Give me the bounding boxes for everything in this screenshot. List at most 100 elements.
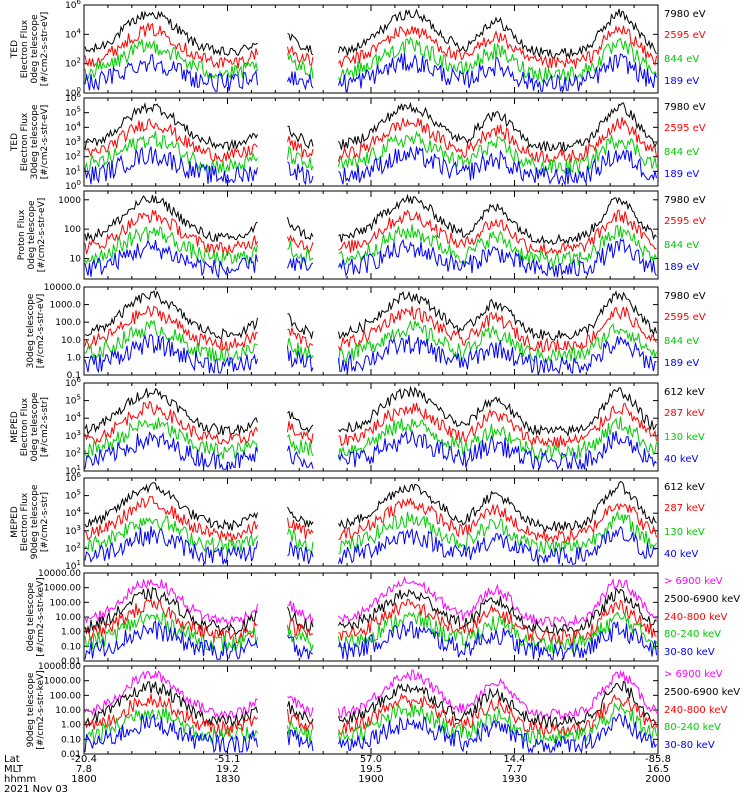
y-tick-label: 1.0 xyxy=(67,353,82,363)
x-row-name-mlt: MLT xyxy=(4,764,23,775)
y-tick-label: 104 xyxy=(65,411,81,424)
y-tick-label: 105 xyxy=(65,394,81,407)
series-line-612-kev xyxy=(84,385,657,438)
y-tick-label: 0.1 xyxy=(67,371,81,381)
legend-30-80-kev: 30-80 keV xyxy=(664,740,715,751)
y-tick-label: 100.00 xyxy=(50,598,82,608)
series-line-7980-ev xyxy=(84,101,657,152)
y-tick-label: 102 xyxy=(65,150,81,163)
y-tick-label: 1000.00 xyxy=(44,584,81,594)
panel-ted-proton-0deg: 10 100 1000 xyxy=(58,190,659,280)
x-tick-hhmm: 2000 xyxy=(645,774,671,785)
y-tick-label: 10.00 xyxy=(55,706,81,716)
y-tick-label: 100 xyxy=(65,86,81,99)
series-line-844-ev xyxy=(84,36,657,83)
legend-189-ev: 189 eV xyxy=(664,262,700,273)
series-line-2500-6900-kev xyxy=(84,680,657,729)
y-tick-label: 0.10 xyxy=(61,642,81,652)
legend-130-kev: 130 keV xyxy=(664,527,705,538)
y-tick-label: 0.01 xyxy=(61,750,81,760)
y-tick-label: 102 xyxy=(65,446,81,459)
series-line-240-800-kev xyxy=(84,692,657,738)
y-tick-label: 10 xyxy=(70,254,82,264)
series-line--6900-kev xyxy=(84,576,657,628)
series-line-130-kev xyxy=(84,511,657,555)
y-tick-label: 104 xyxy=(65,506,81,519)
panel-meped-electron-0deg: 101 102 103 104 105 106 xyxy=(65,376,659,477)
series-line-7980-ev xyxy=(84,289,657,341)
y-tick-label: 0.10 xyxy=(61,735,81,745)
series-line-2595-ev xyxy=(84,304,657,354)
series-line-30-80-kev xyxy=(84,620,657,660)
series-line-130-kev xyxy=(84,416,657,461)
legend-7980-ev: 7980 eV xyxy=(664,9,706,20)
legend-189-ev: 189 eV xyxy=(664,76,700,87)
legend-189-ev: 189 eV xyxy=(664,358,700,369)
legend-612-kev: 612 keV xyxy=(664,482,705,493)
y-tick-label: 103 xyxy=(65,135,81,148)
series-line-7980-ev xyxy=(84,8,657,60)
y-tick-label: 1000.0 xyxy=(50,301,82,311)
legend-80-240-kev: 80-240 keV xyxy=(664,722,722,733)
y-tick-label: 10.0 xyxy=(61,336,81,346)
legend-240-800-kev: 240-800 keV xyxy=(664,612,728,623)
series-line-2595-ev xyxy=(84,21,657,69)
series-line-2595-ev xyxy=(84,117,657,164)
y-tick-label: 1000 xyxy=(58,196,81,206)
series-line-2595-ev xyxy=(84,209,657,257)
series-line-80-240-kev xyxy=(84,610,657,654)
y-tick-label: 1.00 xyxy=(61,628,81,638)
y-tick-label: 1000.00 xyxy=(44,677,81,687)
y-tick-label: 104 xyxy=(65,120,81,133)
legend-844-ev: 844 eV xyxy=(664,240,700,251)
y-tick-label: 101 xyxy=(65,464,81,477)
panel-ted-electron-0deg: 100 102 104 106 xyxy=(65,0,659,99)
y-tick-label: 100 xyxy=(64,225,81,235)
y-tick-label: 103 xyxy=(65,429,81,442)
series-line-80-240-kev xyxy=(84,702,657,746)
y-tick-label: 10.00 xyxy=(55,613,81,623)
x-tick-lat: 57.0 xyxy=(359,754,383,765)
legend-2500-6900-kev: 2500-6900 keV xyxy=(664,687,741,698)
legend-7980-ev: 7980 eV xyxy=(664,291,706,302)
y-tick-label: 10000.00 xyxy=(38,662,81,672)
panel-meped-proton-0deg: 0.01 0.10 1.00 10.00 100.00 1000.00 10000.00 xyxy=(38,569,659,667)
y-tick-label: 0.01 xyxy=(61,657,81,667)
y-tick-label: 104 xyxy=(65,27,81,40)
y-tick-label: 102 xyxy=(65,57,81,70)
legend-240-800-kev: 240-800 keV xyxy=(664,705,728,716)
series-line-240-800-kev xyxy=(84,598,657,646)
legend-287-kev: 287 keV xyxy=(664,503,705,514)
panel-ted-proton-30deg: 0.1 1.0 10.0 100.0 1000.0 10000.0 xyxy=(44,283,659,381)
x-tick-mlt: 19.5 xyxy=(359,764,383,775)
y-tick-label: 10000.00 xyxy=(38,569,81,579)
y-tick-label: 106 xyxy=(65,91,81,104)
y-tick-label: 1.00 xyxy=(61,721,81,731)
x-tick-lat: -85.8 xyxy=(645,754,671,765)
y-tick-label: 100.00 xyxy=(50,691,82,701)
series-line-844-ev xyxy=(84,130,657,176)
footer-date: 2021 Nov 03 xyxy=(4,784,69,795)
panel-frame xyxy=(83,286,659,376)
legend-844-ev: 844 eV xyxy=(664,54,700,65)
y-axis-label-meped-electron-90deg: MEPED Electron Flux 90deg telescope [#/c… xyxy=(10,484,50,560)
y-tick-label: 10000.0 xyxy=(44,283,81,293)
legend--6900-kev: > 6900 keV xyxy=(664,576,723,587)
legend-612-kev: 612 keV xyxy=(664,387,705,398)
legend-40-kev: 40 keV xyxy=(664,454,699,465)
legend-2595-ev: 2595 eV xyxy=(664,30,706,41)
panel-meped-proton-90deg: 0.01 0.10 1.00 10.00 100.00 1000.00 10000.00 xyxy=(38,662,659,760)
y-axis-label-meped-electron-0deg: MEPED Electron Flux 0deg telescope [#/cm… xyxy=(10,392,50,462)
y-tick-label: 100.0 xyxy=(55,318,81,328)
legend-80-240-kev: 80-240 keV xyxy=(664,629,722,640)
legend-7980-ev: 7980 eV xyxy=(664,195,706,206)
series-line-189-ev xyxy=(84,52,657,93)
x-tick-hhmm: 1800 xyxy=(71,774,97,785)
y-axis-label-ted-electron-30deg: TED Electron Flux 30deg telescope [#/cm2… xyxy=(10,104,50,180)
legend-130-kev: 130 keV xyxy=(664,432,705,443)
legend-40-kev: 40 keV xyxy=(664,549,699,560)
x-tick-hhmm: 1930 xyxy=(501,774,528,785)
x-tick-lat: 14.4 xyxy=(503,754,526,765)
